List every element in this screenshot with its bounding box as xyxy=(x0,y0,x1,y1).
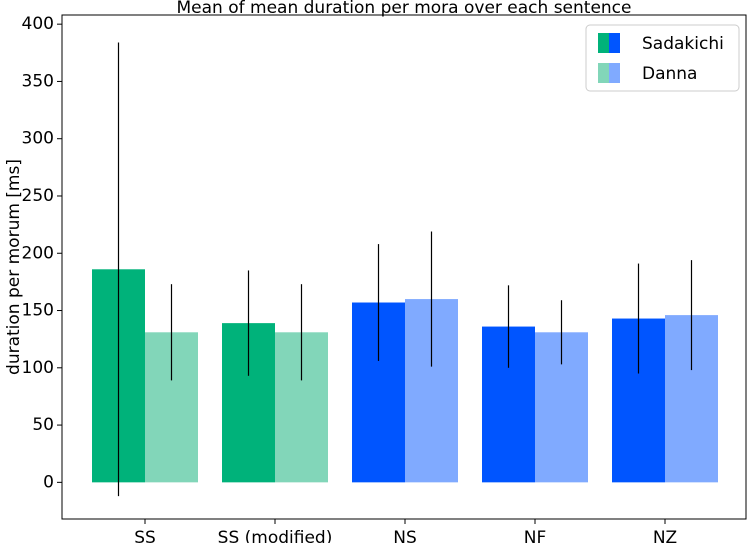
y-tick-label: 150 xyxy=(22,301,54,321)
legend-swatch xyxy=(609,63,620,83)
chart-title: Mean of mean duration per mora over each… xyxy=(177,0,632,18)
x-tick-label: SS (modified) xyxy=(218,528,333,543)
legend-swatch xyxy=(598,33,609,53)
y-tick-label: 100 xyxy=(22,358,54,378)
x-tick-label: NS xyxy=(393,528,417,543)
legend: Sadakichi Danna xyxy=(585,24,740,92)
legend-label: Sadakichi xyxy=(642,34,724,54)
legend-swatch xyxy=(598,63,609,83)
y-tick-label: 0 xyxy=(43,472,54,492)
y-tick-label: 300 xyxy=(22,129,54,149)
legend-label: Danna xyxy=(642,64,697,84)
x-tick-label: NF xyxy=(524,528,547,543)
plot-frame xyxy=(61,14,747,520)
x-tick-label: NZ xyxy=(653,528,677,543)
y-tick-label: 350 xyxy=(22,71,54,91)
legend-frame xyxy=(585,24,740,92)
y-tick-label: 400 xyxy=(22,14,54,34)
x-tick-label: SS xyxy=(134,528,156,543)
y-tick-label: 50 xyxy=(32,415,54,435)
y-axis-label: duration per morum [ms] xyxy=(4,159,24,375)
legend-swatch xyxy=(609,33,620,53)
y-tick-label: 250 xyxy=(22,186,54,206)
y-tick-label: 200 xyxy=(22,243,54,263)
